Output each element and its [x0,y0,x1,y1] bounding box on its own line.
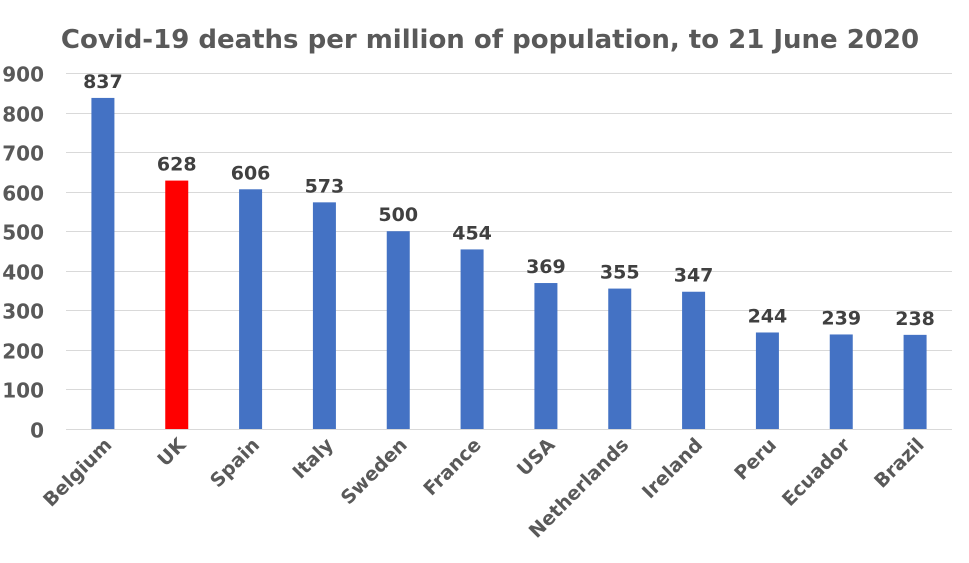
data-label-ecuador: 239 [821,307,861,329]
bar-usa [534,283,558,429]
data-label-spain: 606 [231,162,271,184]
data-label-netherlands: 355 [600,262,640,284]
data-label-italy: 573 [305,175,345,197]
y-tick-label: 500 [2,221,44,245]
x-tick-label-belgium: Belgium [39,434,116,511]
data-label-uk: 628 [157,154,197,176]
bar-netherlands [608,288,632,429]
x-tick-label-italy: Italy [289,434,339,484]
y-tick-label: 300 [2,300,44,324]
x-tick-label-uk: UK [153,433,191,471]
data-label-usa: 369 [526,256,566,278]
y-tick-label: 200 [2,340,44,364]
bar-spain [239,189,263,429]
x-tick-label-brazil: Brazil [870,434,929,493]
bar-uk [165,180,189,429]
y-tick-label: 600 [2,182,44,206]
bar-ireland [682,291,706,429]
y-tick-label: 400 [2,261,44,285]
chart-title: Covid-19 deaths per million of populatio… [61,25,919,55]
x-tick-label-peru: Peru [730,434,781,485]
y-tick-label: 900 [2,63,44,87]
bar-brazil [903,334,927,429]
bar-sweden [386,231,410,429]
gridlines [66,73,952,430]
y-tick-label: 800 [2,103,44,127]
bar-peru [755,332,779,429]
x-tick-label-ecuador: Ecuador [778,434,855,511]
x-tick-label-ireland: Ireland [638,434,707,503]
y-tick-label: 0 [30,419,44,443]
data-label-sweden: 500 [378,204,418,226]
bar-france [460,249,484,429]
data-label-peru: 244 [748,305,788,327]
bar-belgium [91,97,115,430]
y-tick-label: 700 [2,142,44,166]
x-tick-label-france: France [419,434,485,500]
data-label-france: 454 [452,222,492,244]
bars [91,97,927,430]
data-label-ireland: 347 [674,265,714,287]
data-label-belgium: 837 [83,71,123,93]
x-tick-label-spain: Spain [206,434,264,492]
bar-italy [312,202,336,429]
x-tick-label-sweden: Sweden [337,434,412,509]
y-tick-label: 100 [2,379,44,403]
data-label-brazil: 238 [895,308,935,330]
x-tick-label-usa: USA [513,434,560,481]
bar-ecuador [829,334,853,429]
data-labels: 837 628 606 573 500 454 369 355 347 244 239 238 [83,71,935,330]
y-axis-ticks: 0 100 200 300 400 500 600 700 800 900 [2,63,44,443]
